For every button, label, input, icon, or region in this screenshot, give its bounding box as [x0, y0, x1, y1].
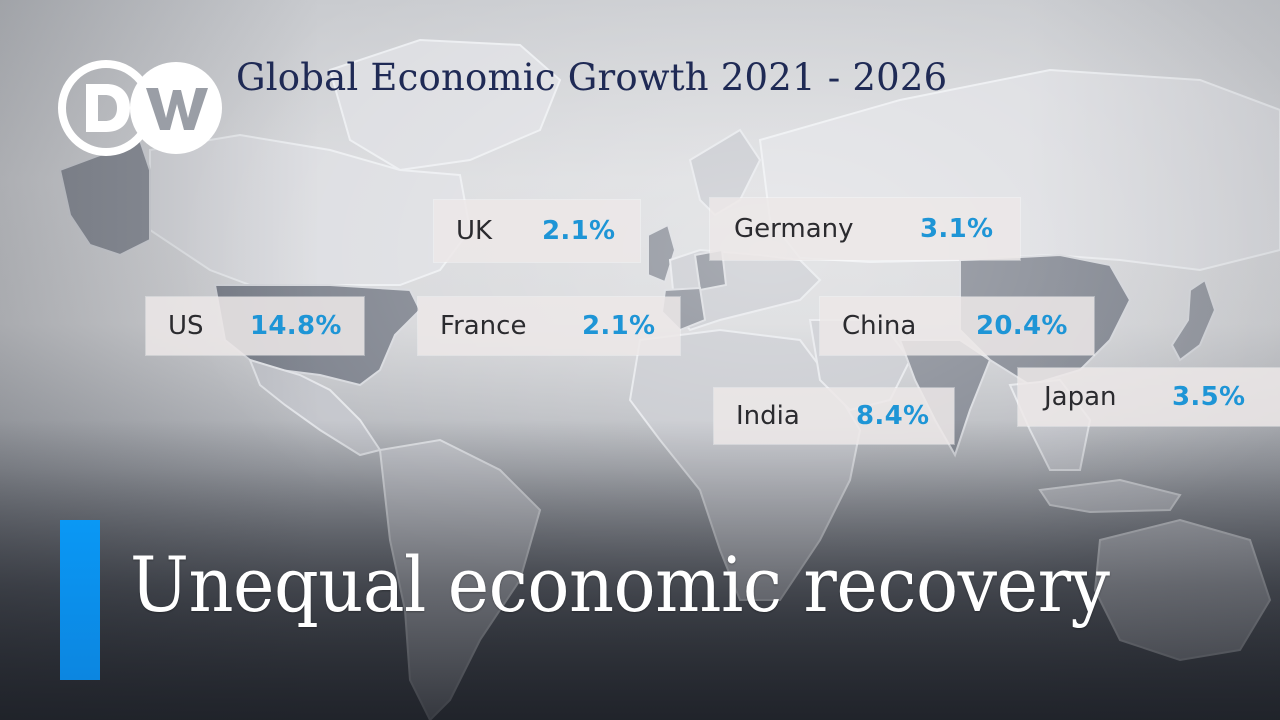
growth-value: 3.5% — [1172, 382, 1246, 412]
growth-value: 2.1% — [582, 311, 656, 341]
caption-accent-bar — [60, 520, 100, 680]
country-name: Germany — [734, 214, 854, 244]
country-name: Japan — [1044, 382, 1117, 412]
label-us: US 14.8% — [146, 297, 364, 355]
growth-value: 3.1% — [920, 214, 994, 244]
caption-headline: Unequal economic recovery — [130, 540, 1110, 629]
label-india: India 8.4% — [714, 388, 954, 444]
country-name: France — [440, 311, 527, 341]
growth-value: 20.4% — [976, 311, 1068, 341]
growth-value: 14.8% — [250, 311, 342, 341]
country-name: China — [842, 311, 917, 341]
country-name: UK — [456, 216, 493, 246]
label-france: France 2.1% — [418, 297, 680, 355]
label-japan: Japan 3.5% — [1018, 368, 1280, 426]
dw-logo-icon — [58, 60, 222, 156]
growth-value: 8.4% — [856, 401, 930, 431]
graphic-title: Global Economic Growth 2021 - 2026 — [236, 56, 948, 99]
label-germany: Germany 3.1% — [710, 198, 1020, 260]
country-name: US — [168, 311, 204, 341]
label-uk: UK 2.1% — [434, 200, 640, 262]
label-china: China 20.4% — [820, 297, 1094, 355]
growth-value: 2.1% — [542, 216, 616, 246]
country-name: India — [736, 401, 800, 431]
